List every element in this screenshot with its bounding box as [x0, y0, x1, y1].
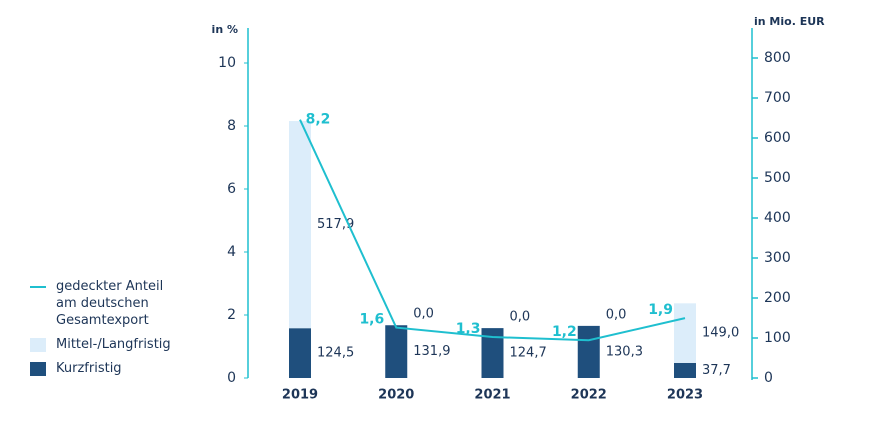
- legend-label: Kurzfristig: [56, 361, 122, 376]
- bar-segment: [481, 328, 504, 378]
- bar-value-label: 517,9: [317, 217, 354, 232]
- x-tick-label: 2020: [378, 388, 414, 403]
- x-tick-label: 2019: [282, 388, 318, 403]
- bar-segment: [674, 362, 696, 378]
- line-series: [299, 119, 686, 342]
- legend-label: Mittel-/Langfristig: [56, 337, 171, 352]
- legend: gedeckter Anteil am deutschen Gesamtexpo…: [30, 278, 220, 384]
- y-tick-label: 6: [227, 181, 236, 197]
- bar-value-label: 0,0: [606, 307, 627, 322]
- x-tick-label: 2022: [571, 388, 607, 403]
- y-tick-label: 2: [227, 307, 236, 323]
- legend-item: Mittel-/Langfristig: [30, 336, 220, 353]
- line-value-label: 1,6: [359, 312, 384, 328]
- y2-tick-label: 700: [764, 90, 791, 106]
- y2-tick-label: 100: [764, 330, 791, 346]
- bar-segment: [289, 121, 311, 329]
- y2-tick-label: 300: [764, 250, 791, 266]
- y2-tick-label: 500: [764, 170, 791, 186]
- y2-tick-label: 0: [764, 370, 773, 386]
- legend-swatch: [30, 362, 46, 376]
- bar-value-label: 124,7: [510, 346, 547, 361]
- y2-tick-label: 800: [764, 50, 791, 66]
- line-value-label: 1,2: [552, 324, 577, 340]
- y-tick-label: 0: [227, 370, 236, 386]
- line-value-label: 1,3: [456, 321, 481, 337]
- x-tick-label: 2021: [474, 388, 510, 403]
- legend-swatch: [30, 338, 46, 352]
- legend-label: gedeckter Anteil am deutschen Gesamtexpo…: [56, 279, 164, 328]
- y2-axis-label: in Mio. EUR: [754, 15, 825, 28]
- legend-item: gedeckter Anteil am deutschen Gesamtexpo…: [30, 278, 220, 329]
- legend-item: Kurzfristig: [30, 360, 220, 377]
- y2-tick-label: 200: [764, 290, 791, 306]
- y2-tick-label: 600: [764, 130, 791, 146]
- bar-value-label: 130,3: [606, 344, 643, 359]
- line-value-label: 8,2: [306, 112, 331, 128]
- bar-segment: [674, 303, 696, 363]
- bar-segment: [577, 325, 600, 378]
- bar-value-label: 0,0: [413, 307, 434, 322]
- y-axis-label: in %: [212, 23, 238, 36]
- x-tick-label: 2023: [667, 388, 703, 403]
- bar-segment: [289, 328, 311, 378]
- y2-tick-label: 400: [764, 210, 791, 226]
- bar-value-label: 0,0: [510, 310, 531, 325]
- bar-value-label: 149,0: [702, 326, 739, 341]
- y-tick-label: 4: [227, 244, 236, 260]
- legend-swatch: [30, 286, 46, 288]
- bar-value-label: 37,7: [702, 363, 731, 378]
- y-tick-label: 10: [218, 55, 236, 71]
- bar-segment: [385, 325, 408, 378]
- bar-value-label: 131,9: [413, 344, 450, 359]
- bar-value-label: 124,5: [317, 346, 354, 361]
- line-value-label: 1,9: [648, 302, 673, 318]
- y-tick-label: 8: [227, 118, 236, 134]
